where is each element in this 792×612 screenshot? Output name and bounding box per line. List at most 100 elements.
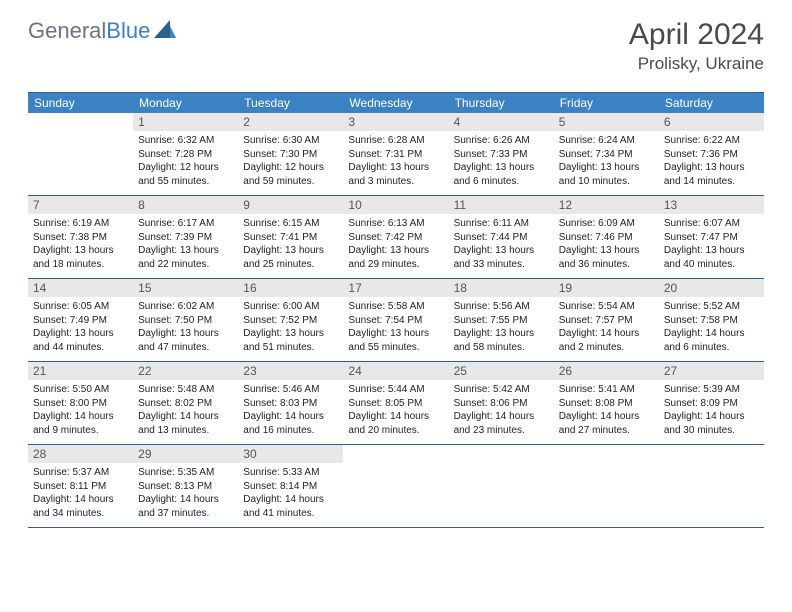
- day-number: 1: [133, 113, 238, 131]
- day-number: 20: [659, 279, 764, 297]
- day-header: Sunday: [28, 93, 133, 113]
- calendar-cell: 3Sunrise: 6:28 AMSunset: 7:31 PMDaylight…: [343, 113, 448, 195]
- day-details: Sunrise: 6:15 AMSunset: 7:41 PMDaylight:…: [238, 214, 343, 275]
- day-number: 22: [133, 362, 238, 380]
- day-details: Sunrise: 5:37 AMSunset: 8:11 PMDaylight:…: [28, 463, 133, 524]
- calendar-cell: 10Sunrise: 6:13 AMSunset: 7:42 PMDayligh…: [343, 196, 448, 278]
- calendar-week: 1Sunrise: 6:32 AMSunset: 7:28 PMDaylight…: [28, 113, 764, 196]
- day-number: 15: [133, 279, 238, 297]
- calendar-cell: 25Sunrise: 5:42 AMSunset: 8:06 PMDayligh…: [449, 362, 554, 444]
- day-details: Sunrise: 5:56 AMSunset: 7:55 PMDaylight:…: [449, 297, 554, 358]
- day-details: Sunrise: 5:46 AMSunset: 8:03 PMDaylight:…: [238, 380, 343, 441]
- day-details: Sunrise: 6:24 AMSunset: 7:34 PMDaylight:…: [554, 131, 659, 192]
- day-details: Sunrise: 6:11 AMSunset: 7:44 PMDaylight:…: [449, 214, 554, 275]
- day-details: Sunrise: 6:05 AMSunset: 7:49 PMDaylight:…: [28, 297, 133, 358]
- brand-text: GeneralBlue: [28, 18, 150, 44]
- calendar-cell: 23Sunrise: 5:46 AMSunset: 8:03 PMDayligh…: [238, 362, 343, 444]
- calendar-cell: 26Sunrise: 5:41 AMSunset: 8:08 PMDayligh…: [554, 362, 659, 444]
- day-number: 13: [659, 196, 764, 214]
- calendar-cell: 9Sunrise: 6:15 AMSunset: 7:41 PMDaylight…: [238, 196, 343, 278]
- calendar-cell: [28, 113, 133, 195]
- calendar-cell: 5Sunrise: 6:24 AMSunset: 7:34 PMDaylight…: [554, 113, 659, 195]
- brand-logo: GeneralBlue: [28, 18, 176, 44]
- weeks-container: 1Sunrise: 6:32 AMSunset: 7:28 PMDaylight…: [28, 113, 764, 528]
- page-header: GeneralBlue April 2024 Prolisky, Ukraine: [0, 0, 792, 84]
- calendar-cell: 21Sunrise: 5:50 AMSunset: 8:00 PMDayligh…: [28, 362, 133, 444]
- day-number: 6: [659, 113, 764, 131]
- day-details: Sunrise: 5:52 AMSunset: 7:58 PMDaylight:…: [659, 297, 764, 358]
- location-label: Prolisky, Ukraine: [629, 54, 764, 74]
- calendar-cell: 16Sunrise: 6:00 AMSunset: 7:52 PMDayligh…: [238, 279, 343, 361]
- day-number: 18: [449, 279, 554, 297]
- day-number: 12: [554, 196, 659, 214]
- day-number: 29: [133, 445, 238, 463]
- calendar-cell: 14Sunrise: 6:05 AMSunset: 7:49 PMDayligh…: [28, 279, 133, 361]
- day-number: 27: [659, 362, 764, 380]
- day-number: 23: [238, 362, 343, 380]
- day-number: 7: [28, 196, 133, 214]
- calendar-cell: 8Sunrise: 6:17 AMSunset: 7:39 PMDaylight…: [133, 196, 238, 278]
- calendar-week: 7Sunrise: 6:19 AMSunset: 7:38 PMDaylight…: [28, 196, 764, 279]
- calendar-cell: 24Sunrise: 5:44 AMSunset: 8:05 PMDayligh…: [343, 362, 448, 444]
- calendar-cell: 28Sunrise: 5:37 AMSunset: 8:11 PMDayligh…: [28, 445, 133, 527]
- day-number: 26: [554, 362, 659, 380]
- calendar-cell: 30Sunrise: 5:33 AMSunset: 8:14 PMDayligh…: [238, 445, 343, 527]
- calendar-cell: 27Sunrise: 5:39 AMSunset: 8:09 PMDayligh…: [659, 362, 764, 444]
- day-header: Thursday: [449, 93, 554, 113]
- calendar-cell: 15Sunrise: 6:02 AMSunset: 7:50 PMDayligh…: [133, 279, 238, 361]
- calendar-cell: 22Sunrise: 5:48 AMSunset: 8:02 PMDayligh…: [133, 362, 238, 444]
- day-number: 5: [554, 113, 659, 131]
- day-details: Sunrise: 6:22 AMSunset: 7:36 PMDaylight:…: [659, 131, 764, 192]
- day-details: Sunrise: 6:07 AMSunset: 7:47 PMDaylight:…: [659, 214, 764, 275]
- day-details: Sunrise: 5:42 AMSunset: 8:06 PMDaylight:…: [449, 380, 554, 441]
- day-details: Sunrise: 6:19 AMSunset: 7:38 PMDaylight:…: [28, 214, 133, 275]
- calendar-grid: SundayMondayTuesdayWednesdayThursdayFrid…: [28, 92, 764, 528]
- day-number: 30: [238, 445, 343, 463]
- day-number: 10: [343, 196, 448, 214]
- calendar-cell: [449, 445, 554, 527]
- calendar-cell: 7Sunrise: 6:19 AMSunset: 7:38 PMDaylight…: [28, 196, 133, 278]
- brand-triangle-icon: [154, 20, 176, 43]
- day-number: 19: [554, 279, 659, 297]
- calendar-cell: 4Sunrise: 6:26 AMSunset: 7:33 PMDaylight…: [449, 113, 554, 195]
- day-number: 25: [449, 362, 554, 380]
- calendar-cell: 29Sunrise: 5:35 AMSunset: 8:13 PMDayligh…: [133, 445, 238, 527]
- day-header-row: SundayMondayTuesdayWednesdayThursdayFrid…: [28, 93, 764, 113]
- brand-part2: Blue: [106, 18, 150, 43]
- day-details: Sunrise: 5:58 AMSunset: 7:54 PMDaylight:…: [343, 297, 448, 358]
- calendar-cell: 20Sunrise: 5:52 AMSunset: 7:58 PMDayligh…: [659, 279, 764, 361]
- day-number: 2: [238, 113, 343, 131]
- day-details: Sunrise: 5:44 AMSunset: 8:05 PMDaylight:…: [343, 380, 448, 441]
- calendar-cell: 11Sunrise: 6:11 AMSunset: 7:44 PMDayligh…: [449, 196, 554, 278]
- calendar-cell: 19Sunrise: 5:54 AMSunset: 7:57 PMDayligh…: [554, 279, 659, 361]
- calendar-week: 14Sunrise: 6:05 AMSunset: 7:49 PMDayligh…: [28, 279, 764, 362]
- calendar-cell: 12Sunrise: 6:09 AMSunset: 7:46 PMDayligh…: [554, 196, 659, 278]
- calendar-cell: [554, 445, 659, 527]
- day-number: 14: [28, 279, 133, 297]
- day-header: Saturday: [659, 93, 764, 113]
- day-number: 17: [343, 279, 448, 297]
- day-number: 16: [238, 279, 343, 297]
- day-number: 11: [449, 196, 554, 214]
- day-details: Sunrise: 6:28 AMSunset: 7:31 PMDaylight:…: [343, 131, 448, 192]
- day-details: Sunrise: 6:00 AMSunset: 7:52 PMDaylight:…: [238, 297, 343, 358]
- day-number: 9: [238, 196, 343, 214]
- day-header: Tuesday: [238, 93, 343, 113]
- day-header: Monday: [133, 93, 238, 113]
- day-details: Sunrise: 5:35 AMSunset: 8:13 PMDaylight:…: [133, 463, 238, 524]
- calendar-cell: 2Sunrise: 6:30 AMSunset: 7:30 PMDaylight…: [238, 113, 343, 195]
- day-details: Sunrise: 5:50 AMSunset: 8:00 PMDaylight:…: [28, 380, 133, 441]
- day-details: Sunrise: 6:30 AMSunset: 7:30 PMDaylight:…: [238, 131, 343, 192]
- calendar-week: 21Sunrise: 5:50 AMSunset: 8:00 PMDayligh…: [28, 362, 764, 445]
- title-block: April 2024 Prolisky, Ukraine: [629, 18, 764, 74]
- calendar-cell: 17Sunrise: 5:58 AMSunset: 7:54 PMDayligh…: [343, 279, 448, 361]
- calendar-cell: 1Sunrise: 6:32 AMSunset: 7:28 PMDaylight…: [133, 113, 238, 195]
- month-title: April 2024: [629, 18, 764, 52]
- calendar-cell: [343, 445, 448, 527]
- day-details: Sunrise: 5:48 AMSunset: 8:02 PMDaylight:…: [133, 380, 238, 441]
- calendar-cell: 6Sunrise: 6:22 AMSunset: 7:36 PMDaylight…: [659, 113, 764, 195]
- calendar-cell: 13Sunrise: 6:07 AMSunset: 7:47 PMDayligh…: [659, 196, 764, 278]
- calendar-cell: 18Sunrise: 5:56 AMSunset: 7:55 PMDayligh…: [449, 279, 554, 361]
- day-header: Friday: [554, 93, 659, 113]
- day-details: Sunrise: 6:17 AMSunset: 7:39 PMDaylight:…: [133, 214, 238, 275]
